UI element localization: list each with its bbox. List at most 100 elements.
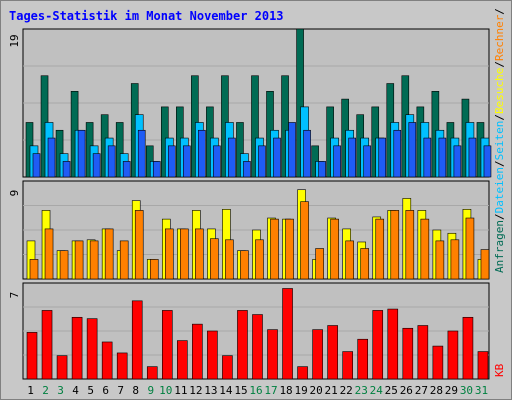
bar-rechner-19 xyxy=(300,201,309,280)
legend-part-4: Seiten xyxy=(493,121,506,161)
bar-rechner-2 xyxy=(44,228,54,280)
bar-seiten-23 xyxy=(363,145,372,178)
bar-rechner-21 xyxy=(330,218,339,280)
bar-seiten-18 xyxy=(288,122,296,178)
bar-kb-10 xyxy=(161,310,173,380)
bar-kb-3 xyxy=(56,355,68,380)
x-label-22: 22 xyxy=(340,384,353,397)
x-label-4: 4 xyxy=(72,384,79,397)
bar-kb-14 xyxy=(222,355,233,380)
bar-rechner-10 xyxy=(164,228,174,280)
bar-rechner-23 xyxy=(360,248,370,280)
bar-rechner-26 xyxy=(405,210,415,280)
bar-rechner-18 xyxy=(285,218,294,280)
bar-seiten-22 xyxy=(348,137,356,178)
x-label-8: 8 xyxy=(132,384,139,397)
chart-title: Tages-Statistik im Monat November 2013 xyxy=(9,9,284,23)
bar-seiten-17 xyxy=(273,137,281,178)
bar-seiten-3 xyxy=(62,161,71,178)
bar-anfragen-16 xyxy=(251,75,259,178)
bar-rechner-12 xyxy=(195,228,204,280)
legend-part-2: Dateien xyxy=(493,167,506,213)
x-label-23: 23 xyxy=(355,384,368,397)
bar-kb-30 xyxy=(462,316,474,380)
bar-seiten-11 xyxy=(183,145,191,178)
bar-rechner-7 xyxy=(119,240,129,280)
bar-seiten-9 xyxy=(152,161,161,178)
x-label-12: 12 xyxy=(189,384,202,397)
bar-rechner-3 xyxy=(59,250,69,280)
x-label-1: 1 xyxy=(27,384,34,397)
bar-rechner-16 xyxy=(255,239,264,280)
bar-seiten-15 xyxy=(243,161,251,178)
bar-kb-27 xyxy=(417,325,429,380)
bar-rechner-27 xyxy=(420,218,430,280)
bar-rechner-13 xyxy=(210,238,219,280)
x-label-18: 18 xyxy=(279,384,292,397)
bar-seiten-12 xyxy=(198,129,206,178)
x-label-20: 20 xyxy=(310,384,323,397)
bar-kb-1 xyxy=(26,332,38,380)
bar-kb-7 xyxy=(116,352,128,380)
x-label-24: 24 xyxy=(370,384,384,397)
bar-seiten-8 xyxy=(137,129,146,178)
x-label-30: 30 xyxy=(460,384,473,397)
x-label-16: 16 xyxy=(249,384,262,397)
bar-seiten-28 xyxy=(438,137,447,178)
bar-kb-19 xyxy=(297,366,308,380)
bar-kb-4 xyxy=(71,316,83,380)
bar-rechner-6 xyxy=(104,228,114,280)
right-legend-upper: Anfragen/Dateien/Seiten/Besuche/Rechner/ xyxy=(493,8,506,273)
x-label-3: 3 xyxy=(57,384,64,397)
bar-seiten-30 xyxy=(468,137,477,178)
x-label-9: 9 xyxy=(147,384,154,397)
bar-anfragen-15 xyxy=(236,122,244,178)
bar-anfragen-7 xyxy=(115,122,124,178)
x-label-13: 13 xyxy=(204,384,217,397)
bar-rechner-14 xyxy=(225,239,234,280)
bar-seiten-4 xyxy=(77,129,86,178)
bar-rechner-11 xyxy=(180,228,189,280)
bar-seiten-27 xyxy=(423,137,432,178)
right-legend-kb: KB xyxy=(493,363,506,377)
bar-seiten-24 xyxy=(378,137,387,178)
bar-seiten-10 xyxy=(167,145,176,178)
legend-part-3: / xyxy=(493,160,506,167)
bar-kb-5 xyxy=(86,318,98,380)
bar-rechner-1 xyxy=(29,259,39,280)
bar-kb-18 xyxy=(282,288,293,380)
x-label-17: 17 xyxy=(264,384,277,397)
legend-part-0: Anfragen xyxy=(493,220,506,273)
bar-seiten-20 xyxy=(318,161,326,178)
legend-part-8: Rechner xyxy=(493,14,506,61)
bar-rechner-30 xyxy=(465,217,475,280)
y-max-label-top: 19 xyxy=(8,34,21,47)
bar-kb-11 xyxy=(177,340,188,380)
bar-kb-13 xyxy=(207,330,218,380)
bar-kb-24 xyxy=(372,310,384,380)
bar-kb-17 xyxy=(267,329,278,380)
bar-kb-2 xyxy=(41,310,53,380)
bar-rechner-31 xyxy=(480,249,490,280)
bar-kb-15 xyxy=(237,310,248,380)
bar-rechner-17 xyxy=(270,218,279,280)
x-label-14: 14 xyxy=(219,384,233,397)
bar-kb-26 xyxy=(402,327,414,380)
y-max-label-middle: 9 xyxy=(8,190,21,197)
bar-seiten-21 xyxy=(333,145,341,178)
bar-seiten-31 xyxy=(483,145,492,178)
bar-rechner-25 xyxy=(390,210,400,280)
legend-part-7: / xyxy=(493,61,506,68)
bar-kb-16 xyxy=(252,314,263,380)
x-label-27: 27 xyxy=(415,384,428,397)
bar-seiten-2 xyxy=(47,137,56,178)
x-label-15: 15 xyxy=(234,384,247,397)
bar-rechner-22 xyxy=(345,240,354,280)
legend-part-9: / xyxy=(493,8,506,15)
bar-rechner-5 xyxy=(89,240,99,280)
bar-kb-20 xyxy=(312,329,323,380)
bar-rechner-4 xyxy=(74,240,84,280)
